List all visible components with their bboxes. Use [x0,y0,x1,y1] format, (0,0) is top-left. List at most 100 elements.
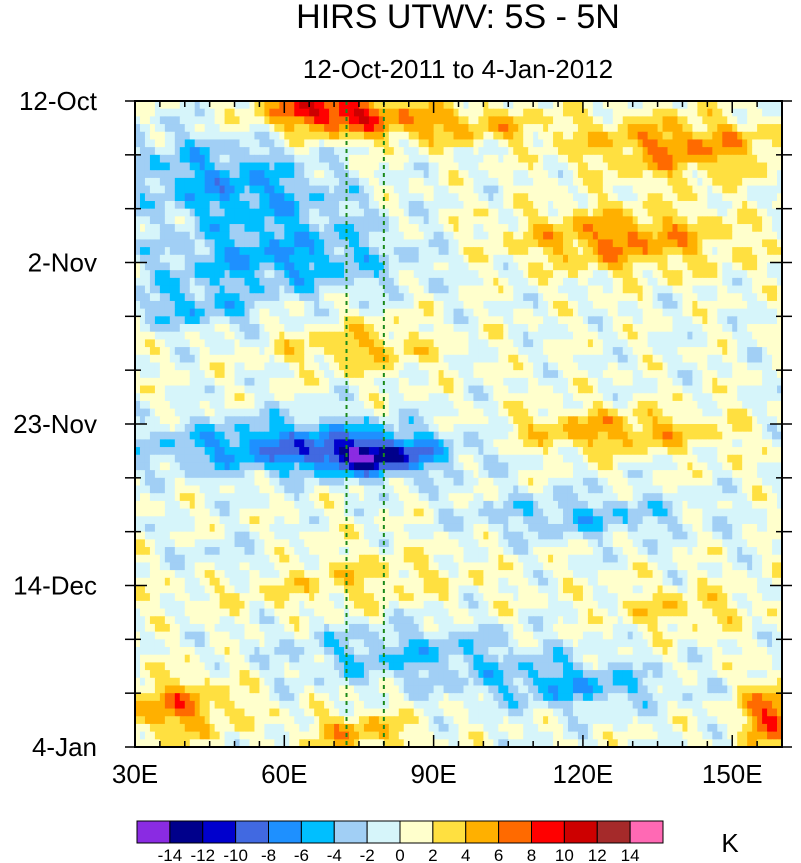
heatmap-cell [388,185,395,194]
heatmap-cell [602,324,609,333]
heatmap-cell [324,316,330,325]
heatmap-cell [309,293,315,302]
heatmap-cell [572,254,579,263]
heatmap-cell [587,347,594,356]
heatmap-cell [558,285,564,294]
heatmap-cell [249,224,255,233]
heatmap-cell [388,339,395,348]
heatmap-cell [712,216,718,225]
heatmap-cell [433,177,440,187]
heatmap-cell [319,147,325,156]
heatmap-cell [587,362,594,371]
heatmap-cell [677,231,683,240]
heatmap-cell [269,224,275,233]
heatmap-cell [299,101,305,110]
heatmap-cell [418,124,425,133]
heatmap-cell [344,293,350,302]
heatmap-cell [742,270,748,279]
heatmap-cell [632,316,639,325]
heatmap-cell [199,177,206,187]
heatmap-cell [149,277,156,287]
heatmap-cell [294,393,300,402]
heatmap-cell [548,277,554,287]
heatmap-cell [612,285,619,294]
heatmap-cell [209,147,216,156]
heatmap-cell [378,208,385,217]
heatmap-cell [647,154,654,164]
heatmap-cell [732,254,738,263]
heatmap-cell [319,124,325,133]
heatmap-cell [239,316,245,325]
heatmap-cell [274,247,280,256]
heatmap-cell [702,116,708,125]
heatmap-cell [647,108,654,117]
heatmap-cell [139,200,146,210]
heatmap-cell [632,116,639,125]
heatmap-cell [314,147,320,156]
heatmap-cell [473,231,479,240]
heatmap-cell [294,308,300,317]
heatmap-cell [423,262,430,271]
heatmap-cell [378,231,385,240]
heatmap-cell [642,216,649,225]
heatmap-cell [687,216,693,225]
heatmap-cell [339,208,345,217]
heatmap-cell [279,370,285,379]
heatmap-cell [587,285,594,294]
heatmap-cell [339,154,345,164]
heatmap-cell [438,231,445,240]
heatmap-cell [473,370,479,379]
heatmap-cell [174,316,181,325]
heatmap-cell [358,170,365,179]
heatmap-cell [199,262,206,271]
heatmap-cell [538,377,544,387]
heatmap-cell [677,385,683,394]
heatmap-cell [373,300,380,310]
heatmap-cell [548,124,554,133]
heatmap-cell [592,370,599,379]
heatmap-cell [508,277,514,287]
heatmap-cell [339,393,345,402]
heatmap-cell [304,300,310,310]
heatmap-cell [647,254,654,263]
heatmap-cell [448,254,455,263]
heatmap-cell [712,170,718,179]
heatmap-cell [657,200,664,210]
heatmap-cell [174,293,181,302]
heatmap-cell [473,300,479,310]
heatmap-cell [727,231,733,240]
heatmap-cell [393,347,400,356]
heatmap-cell [473,308,479,317]
heatmap-cell [159,270,166,279]
heatmap-cell [164,131,171,140]
heatmap-cell [563,177,569,187]
heatmap-cell [518,354,524,363]
heatmap-cell [687,231,693,240]
heatmap-cell [299,139,305,148]
heatmap-cell [229,170,236,179]
heatmap-cell [687,377,693,387]
heatmap-cell [647,362,654,371]
heatmap-cell [732,200,738,210]
heatmap-cell [169,393,176,402]
heatmap-cell [533,170,539,179]
heatmap-cell [692,124,698,133]
heatmap-cell [448,101,455,110]
heatmap-cell [149,231,156,240]
heatmap-cell [448,131,455,140]
heatmap-cell [179,277,186,287]
heatmap-cell [737,377,743,387]
heatmap-cell [329,331,335,340]
heatmap-cell [463,170,469,179]
heatmap-cell [548,224,554,233]
heatmap-cell [702,270,708,279]
heatmap-cell [747,147,753,156]
heatmap-cell [772,362,778,371]
heatmap-cell [757,316,763,325]
heatmap-cell [558,385,564,394]
heatmap-cell [254,362,260,371]
heatmap-cell [553,377,559,387]
heatmap-cell [189,185,196,194]
heatmap-cell [582,147,589,156]
heatmap-cell [757,277,763,287]
